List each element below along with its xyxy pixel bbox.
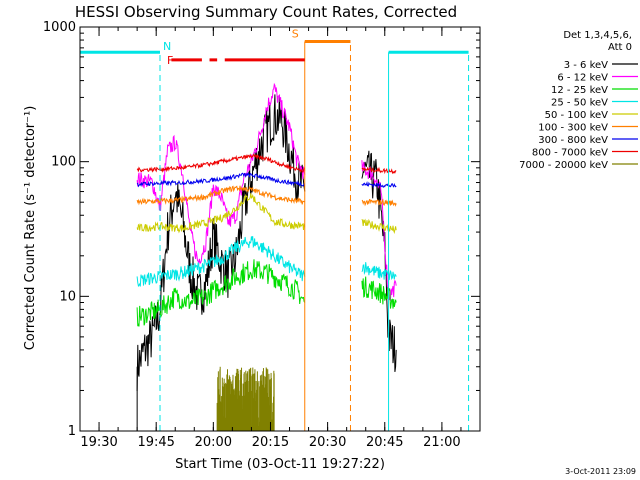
legend: Det 1,3,4,5,6,Att 03 - 6 keV 6 - 12 keV12… <box>519 30 638 171</box>
x-axis-label: Start Time (03-Oct-11 19:27:22) <box>175 457 385 472</box>
chart-title: HESSI Observing Summary Count Rates, Cor… <box>75 3 457 21</box>
legend-label: 12 - 25 keV <box>551 85 608 96</box>
plot-area: NF S <box>80 28 469 431</box>
legend-header: Det 1,3,4,5,6, <box>563 30 632 41</box>
x-tick-label: 20:30 <box>309 435 346 450</box>
x-tick-label: 19:45 <box>137 435 174 450</box>
x-tick-label: 21:00 <box>423 435 460 450</box>
legend-label: 7000 - 20000 keV <box>519 160 608 171</box>
legend-label: 100 - 300 keV <box>538 123 608 134</box>
legend-header: Att 0 <box>608 42 632 53</box>
y-tick-label: 100 <box>51 155 76 170</box>
series-bars-7000-20000 <box>217 367 274 431</box>
series-line-3-6-seg0 <box>137 94 305 391</box>
flag-label-S: S <box>292 28 299 41</box>
flag-label-N: N <box>163 40 171 53</box>
series-line-50-100-seg1 <box>362 219 396 232</box>
count-rate-chart: HESSI Observing Summary Count Rates, Cor… <box>0 0 640 480</box>
plot-clip-group <box>80 42 469 431</box>
series-line-800-7000-seg0 <box>137 155 305 172</box>
y-tick-label: 10 <box>59 289 76 304</box>
legend-label: 6 - 12 keV <box>557 73 608 84</box>
y-tick-label: 1000 <box>43 20 76 35</box>
legend-label: 800 - 7000 keV <box>532 148 608 159</box>
y-tick-label: 1 <box>68 424 76 439</box>
legend-label: 50 - 100 keV <box>545 110 609 121</box>
x-tick-label: 20:15 <box>252 435 289 450</box>
x-tick-label: 20:45 <box>366 435 403 450</box>
legend-label: 3 - 6 keV <box>564 60 608 71</box>
x-tick-label: 19:30 <box>80 435 117 450</box>
legend-label: 300 - 800 keV <box>538 135 608 146</box>
series-line-25-50-seg1 <box>362 262 396 280</box>
x-tick-label: 20:00 <box>195 435 232 450</box>
legend-label: 25 - 50 keV <box>551 98 608 109</box>
plot-timestamp: 3-Oct-2011 23:09 <box>565 467 636 476</box>
flag-label-F: F <box>167 54 173 67</box>
y-axis-label: Corrected Count Rate (s⁻¹ detector⁻¹) <box>23 106 38 351</box>
